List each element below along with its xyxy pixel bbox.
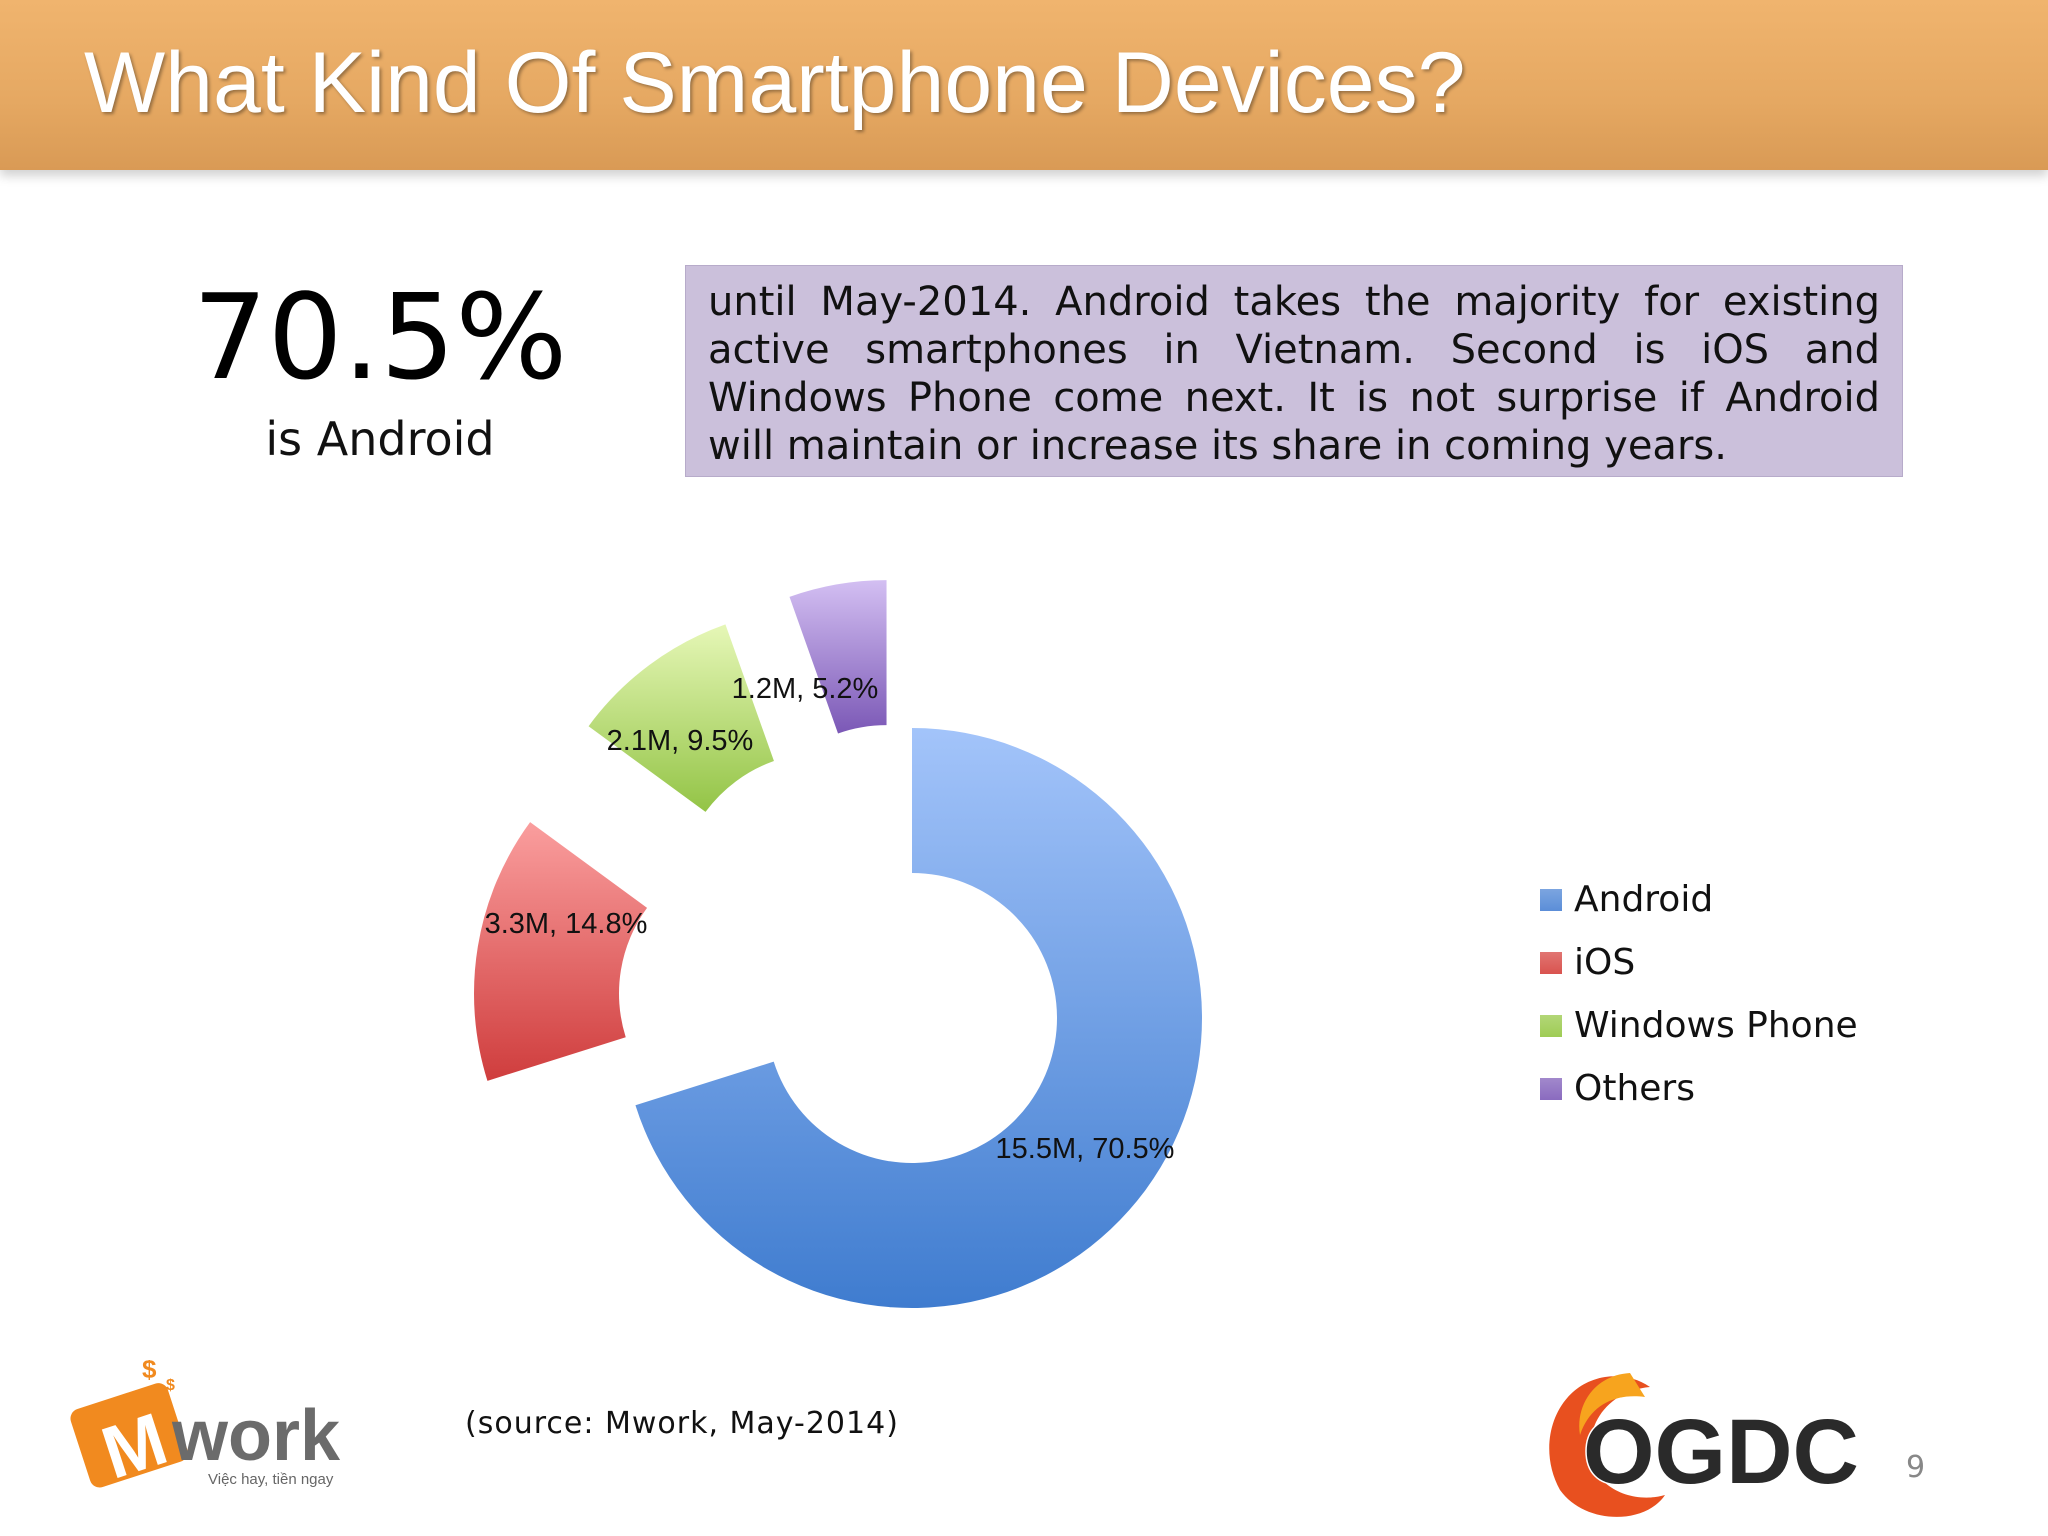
page-number: 9 [1906, 1450, 1926, 1485]
legend-item-others: Others [1540, 1057, 1858, 1120]
legend-label: Android [1574, 879, 1714, 920]
slide-title: What Kind Of Smartphone Devices? [84, 35, 1466, 131]
svg-text:OGDC: OGDC [1583, 1401, 1859, 1503]
legend-label: Windows Phone [1574, 1005, 1858, 1046]
svg-text:$: $ [166, 1377, 175, 1394]
legend-item-ios: iOS [1540, 931, 1858, 994]
svg-text:work: work [171, 1396, 341, 1476]
legend-swatch [1540, 1014, 1562, 1037]
source-note: (source: Mwork, May-2014) [465, 1406, 899, 1441]
mwork-tagline: Việc hay, tiền ngay [208, 1471, 334, 1488]
data-label-others: 1.2M, 5.2% [732, 673, 879, 705]
legend-item-android: Android [1540, 868, 1858, 931]
doughnut-chart: 15.5M, 70.5% 3.3M, 14.8% 2.1M, 9.5% 1.2M, 5… [473, 580, 1202, 1309]
slice-ios [473, 822, 648, 1081]
data-label-ios: 3.3M, 14.8% [485, 908, 648, 940]
slice-android [635, 728, 1202, 1309]
mwork-logo: M work $ $ Việc hay, tiền ngay [70, 1354, 350, 1495]
legend-swatch [1540, 951, 1562, 974]
ogdc-logo: OGDC [1535, 1365, 1865, 1529]
legend-label: Others [1574, 1068, 1695, 1109]
description-text: until May-2014. Android takes the majori… [708, 279, 1880, 469]
svg-text:$: $ [142, 1360, 157, 1384]
title-bar: What Kind Of Smartphone Devices? [0, 0, 2048, 170]
data-label-android: 15.5M, 70.5% [996, 1133, 1175, 1165]
legend-swatch [1540, 1077, 1562, 1100]
legend-label: iOS [1574, 942, 1636, 983]
slice-windows-phone [588, 624, 774, 812]
description-box: until May-2014. Android takes the majori… [685, 265, 1903, 477]
legend-item-windows-phone: Windows Phone [1540, 994, 1858, 1057]
data-label-windows-phone: 2.1M, 9.5% [607, 725, 754, 757]
legend-swatch [1540, 888, 1562, 911]
highlight-label: is Android [265, 412, 495, 466]
chart-legend: Android iOS Windows Phone Others [1540, 868, 1858, 1120]
slice-others [789, 580, 887, 734]
highlight-value: 70.5% [192, 268, 568, 406]
